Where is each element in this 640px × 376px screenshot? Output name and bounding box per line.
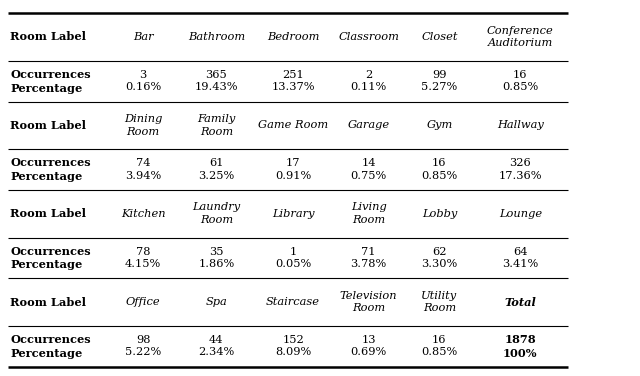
Text: Office: Office bbox=[125, 297, 161, 307]
Text: Bar: Bar bbox=[132, 32, 154, 42]
Text: Lobby: Lobby bbox=[422, 209, 457, 219]
Text: 326
17.36%: 326 17.36% bbox=[499, 158, 542, 181]
Text: 17
0.91%: 17 0.91% bbox=[275, 158, 311, 181]
Text: Room Label: Room Label bbox=[10, 208, 86, 219]
Text: Bathroom: Bathroom bbox=[188, 32, 245, 42]
Text: 152
8.09%: 152 8.09% bbox=[275, 335, 311, 358]
Text: Occurrences
Percentage: Occurrences Percentage bbox=[10, 157, 91, 182]
Text: Garage: Garage bbox=[348, 120, 390, 130]
Text: 99
5.27%: 99 5.27% bbox=[421, 70, 458, 92]
Text: Occurrences
Percentage: Occurrences Percentage bbox=[10, 69, 91, 94]
Text: Closet: Closet bbox=[421, 32, 458, 42]
Text: 3
0.16%: 3 0.16% bbox=[125, 70, 161, 92]
Text: Room Label: Room Label bbox=[10, 32, 86, 42]
Text: Dining
Room: Dining Room bbox=[124, 114, 162, 136]
Text: Television
Room: Television Room bbox=[340, 291, 397, 313]
Text: 13
0.69%: 13 0.69% bbox=[351, 335, 387, 358]
Text: Total: Total bbox=[504, 297, 536, 308]
Text: Kitchen: Kitchen bbox=[121, 209, 165, 219]
Text: Classroom: Classroom bbox=[338, 32, 399, 42]
Text: Hallway: Hallway bbox=[497, 120, 544, 130]
Text: Family
Room: Family Room bbox=[197, 114, 236, 136]
Text: Room Label: Room Label bbox=[10, 297, 86, 308]
Text: 74
3.94%: 74 3.94% bbox=[125, 158, 161, 181]
Text: 2
0.11%: 2 0.11% bbox=[351, 70, 387, 92]
Text: Occurrences
Percentage: Occurrences Percentage bbox=[10, 334, 91, 359]
Text: 98
5.22%: 98 5.22% bbox=[125, 335, 161, 358]
Text: Staircase: Staircase bbox=[266, 297, 320, 307]
Text: 78
4.15%: 78 4.15% bbox=[125, 247, 161, 269]
Text: Laundry
Room: Laundry Room bbox=[192, 203, 241, 225]
Text: Bedroom: Bedroom bbox=[267, 32, 319, 42]
Text: Conference
Auditorium: Conference Auditorium bbox=[487, 26, 554, 48]
Text: Living
Room: Living Room bbox=[351, 203, 387, 225]
Text: Room Label: Room Label bbox=[10, 120, 86, 131]
Text: 64
3.41%: 64 3.41% bbox=[502, 247, 538, 269]
Text: 61
3.25%: 61 3.25% bbox=[198, 158, 234, 181]
Text: 44
2.34%: 44 2.34% bbox=[198, 335, 234, 358]
Text: Gym: Gym bbox=[426, 120, 452, 130]
Text: 1
0.05%: 1 0.05% bbox=[275, 247, 311, 269]
Text: Game Room: Game Room bbox=[258, 120, 328, 130]
Text: 16
0.85%: 16 0.85% bbox=[502, 70, 538, 92]
Text: Spa: Spa bbox=[205, 297, 227, 307]
Text: Library: Library bbox=[272, 209, 314, 219]
Text: Utility
Room: Utility Room bbox=[421, 291, 458, 313]
Text: 16
0.85%: 16 0.85% bbox=[421, 335, 458, 358]
Text: Occurrences
Percentage: Occurrences Percentage bbox=[10, 246, 91, 270]
Text: Lounge: Lounge bbox=[499, 209, 542, 219]
Text: 251
13.37%: 251 13.37% bbox=[271, 70, 315, 92]
Text: 16
0.85%: 16 0.85% bbox=[421, 158, 458, 181]
Text: 14
0.75%: 14 0.75% bbox=[351, 158, 387, 181]
Text: 71
3.78%: 71 3.78% bbox=[351, 247, 387, 269]
Text: 62
3.30%: 62 3.30% bbox=[421, 247, 458, 269]
Text: 365
19.43%: 365 19.43% bbox=[195, 70, 238, 92]
Text: 1878
100%: 1878 100% bbox=[503, 334, 538, 359]
Text: 35
1.86%: 35 1.86% bbox=[198, 247, 234, 269]
